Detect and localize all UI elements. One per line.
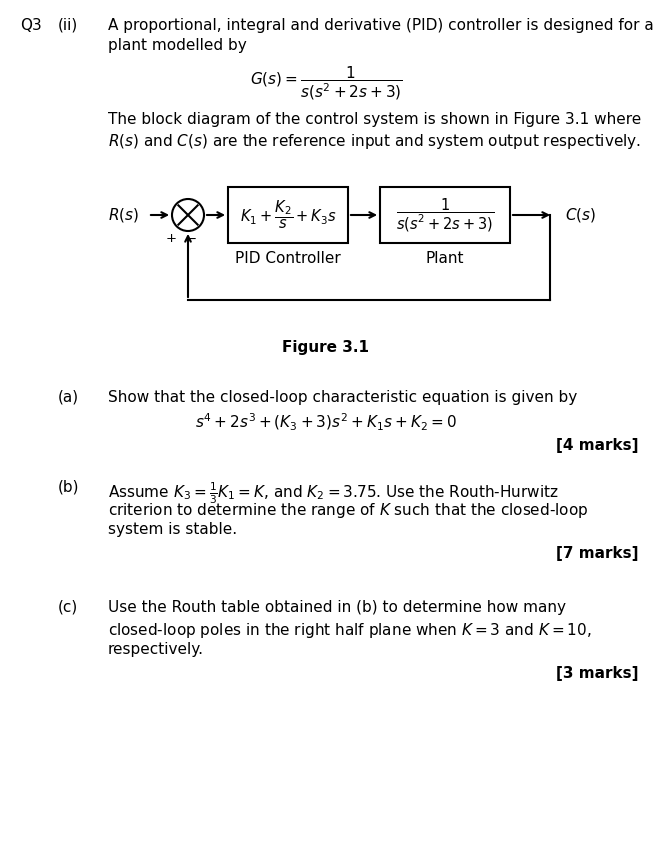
Bar xyxy=(380,187,510,243)
Text: $G(s)=\dfrac{1}{s(s^{2}+2s+3)}$: $G(s)=\dfrac{1}{s(s^{2}+2s+3)}$ xyxy=(249,65,402,103)
Text: $s^4+2s^3+(K_3+3)s^2+K_1s+K_2=0$: $s^4+2s^3+(K_3+3)s^2+K_1s+K_2=0$ xyxy=(195,412,457,433)
Text: $\dfrac{1}{s(s^2+2s+3)}$: $\dfrac{1}{s(s^2+2s+3)}$ xyxy=(396,196,494,234)
Text: $C(s)$: $C(s)$ xyxy=(565,206,596,224)
Text: system is stable.: system is stable. xyxy=(108,522,237,537)
Text: $R(s)$: $R(s)$ xyxy=(108,206,139,224)
Text: [3 marks]: [3 marks] xyxy=(556,666,638,681)
Text: Figure 3.1: Figure 3.1 xyxy=(283,340,370,355)
Text: plant modelled by: plant modelled by xyxy=(108,38,247,53)
Text: Use the Routh table obtained in (b) to determine how many: Use the Routh table obtained in (b) to d… xyxy=(108,600,566,615)
Text: (ii): (ii) xyxy=(58,18,78,33)
Text: The block diagram of the control system is shown in Figure 3.1 where: The block diagram of the control system … xyxy=(108,112,641,127)
Text: (c): (c) xyxy=(58,600,78,615)
Text: (b): (b) xyxy=(58,480,80,495)
Text: [7 marks]: [7 marks] xyxy=(556,546,638,561)
Text: closed-loop poles in the right half plane when $K=3$ and $K=10$,: closed-loop poles in the right half plan… xyxy=(108,621,592,640)
Text: −: − xyxy=(185,233,197,246)
Text: Q3: Q3 xyxy=(20,18,42,33)
Bar xyxy=(228,187,348,243)
Text: PID Controller: PID Controller xyxy=(235,251,341,266)
Text: +: + xyxy=(165,232,176,245)
Text: $R(s)$ and $C(s)$ are the reference input and system output respectively.: $R(s)$ and $C(s)$ are the reference inpu… xyxy=(108,132,641,151)
Text: A proportional, integral and derivative (PID) controller is designed for a: A proportional, integral and derivative … xyxy=(108,18,653,33)
Text: $K_1+\dfrac{K_2}{s}+K_3s$: $K_1+\dfrac{K_2}{s}+K_3s$ xyxy=(240,199,336,231)
Text: criterion to determine the range of $K$ such that the closed-loop: criterion to determine the range of $K$ … xyxy=(108,501,588,520)
Text: Show that the closed-loop characteristic equation is given by: Show that the closed-loop characteristic… xyxy=(108,390,577,405)
Text: [4 marks]: [4 marks] xyxy=(556,438,638,453)
Text: (a): (a) xyxy=(58,390,79,405)
Text: Plant: Plant xyxy=(426,251,464,266)
Text: respectively.: respectively. xyxy=(108,642,204,657)
Text: Assume $K_3=\frac{1}{3}K_1=K$, and $K_2=3.75$. Use the Routh-Hurwitz: Assume $K_3=\frac{1}{3}K_1=K$, and $K_2=… xyxy=(108,480,559,506)
